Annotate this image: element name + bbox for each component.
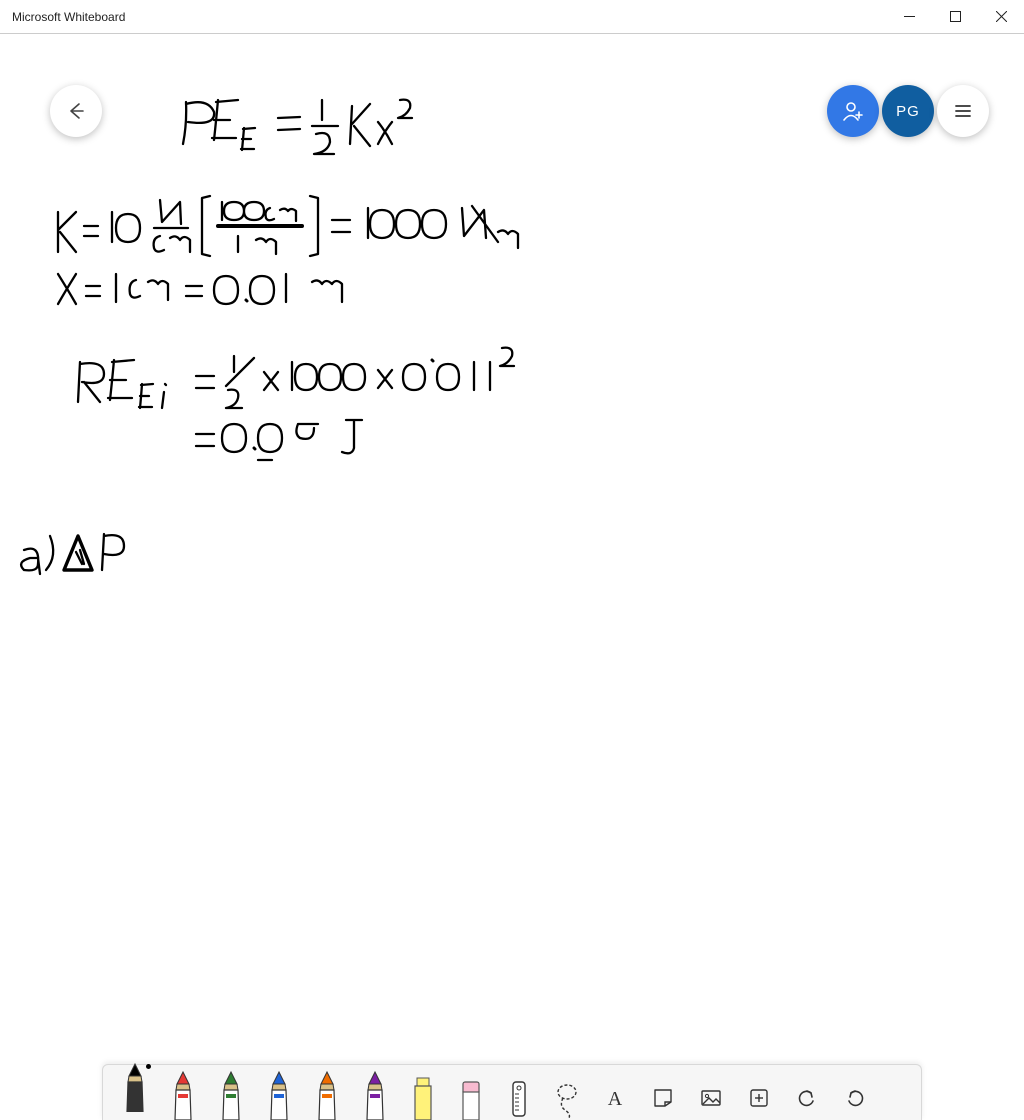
highlighter[interactable] [399, 1070, 447, 1120]
svg-text:A: A [608, 1088, 623, 1110]
text-tool-icon: A [595, 1076, 635, 1120]
person-add-icon [841, 99, 865, 123]
add-tool[interactable] [735, 1070, 783, 1120]
lasso-tool-icon [547, 1076, 587, 1120]
pen-orange[interactable] [303, 1070, 351, 1120]
redo-icon [835, 1076, 875, 1120]
image-tool-icon [691, 1076, 731, 1120]
pen-blue[interactable] [255, 1070, 303, 1120]
pen-purple[interactable] [351, 1070, 399, 1120]
window-controls [886, 0, 1024, 33]
image-tool[interactable] [687, 1070, 735, 1120]
eraser[interactable] [447, 1070, 495, 1120]
note-tool-icon [643, 1076, 683, 1120]
note-tool[interactable] [639, 1070, 687, 1120]
invite-button[interactable] [827, 85, 879, 137]
add-tool-icon [739, 1076, 779, 1120]
pen-green[interactable] [207, 1070, 255, 1120]
ink-strokes [0, 34, 1024, 1120]
ruler-tool[interactable] [495, 1070, 543, 1120]
undo[interactable] [783, 1070, 831, 1120]
ruler-tool-icon [499, 1076, 539, 1120]
pen-black[interactable] [111, 1070, 159, 1120]
minimize-button[interactable] [886, 0, 932, 33]
app-title: Microsoft Whiteboard [0, 10, 125, 24]
drawing-toolbar: A [102, 1064, 922, 1120]
back-button[interactable] [50, 85, 102, 137]
arrow-left-icon [66, 101, 86, 121]
undo-icon [787, 1076, 827, 1120]
pen-red[interactable] [159, 1070, 207, 1120]
hamburger-icon [953, 101, 973, 121]
settings-menu-button[interactable] [937, 85, 989, 137]
maximize-button[interactable] [932, 0, 978, 33]
close-button[interactable] [978, 0, 1024, 33]
titlebar: Microsoft Whiteboard [0, 0, 1024, 34]
text-tool[interactable]: A [591, 1070, 639, 1120]
lasso-tool[interactable] [543, 1070, 591, 1120]
avatar-initials: PG [896, 103, 920, 120]
redo[interactable] [831, 1070, 879, 1120]
user-avatar[interactable]: PG [882, 85, 934, 137]
whiteboard-canvas[interactable] [0, 34, 1024, 1120]
